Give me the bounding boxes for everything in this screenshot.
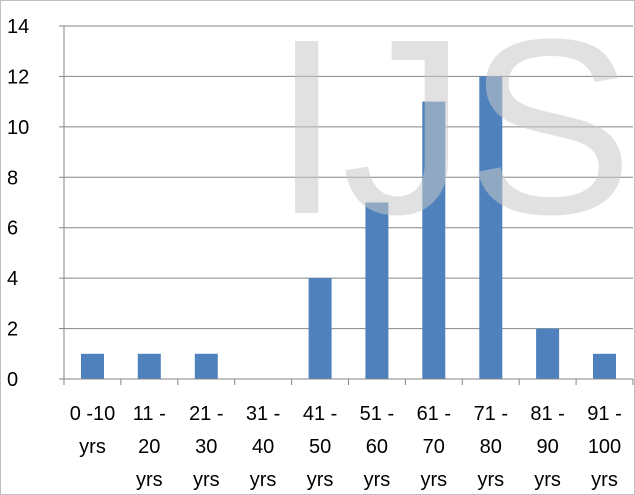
x-tick-label-line: yrs [307,469,334,491]
x-tick-label-line: 60 [366,436,388,458]
y-tick-label: 10 [7,117,29,139]
x-tick-label-line: 50 [309,436,331,458]
y-tick-label: 4 [7,268,18,290]
x-tick-label-line: 81 - [530,403,564,425]
x-tick-label-line: yrs [136,469,163,491]
x-tick-label-line: yrs [364,469,391,491]
axes [63,26,634,385]
bar [422,101,446,379]
x-tick-label: 21 - 30 yrs [189,403,223,491]
y-tick-label: 0 [7,369,18,391]
x-tick-label-line: 20 [138,436,160,458]
x-tick-label-line: 21 - [189,403,223,425]
y-tick-label: 14 [7,16,29,38]
x-tick-label-line: 0 -10 [70,403,116,425]
x-tick-label-line: yrs [534,469,561,491]
y-tick-label: 2 [7,319,18,341]
x-tick-label-line: 31 - [246,403,280,425]
x-tick-label: 51 - 60 yrs [360,403,394,491]
bar [365,202,389,379]
x-tick-label-line: yrs [591,469,618,491]
y-tick-labels: 0 2 4 6 8 10 12 14 [7,16,29,391]
x-tick-label-line: yrs [250,469,277,491]
x-tick-label: 71 - 80 yrs [474,403,508,491]
x-tick-label: 41 - 50 yrs [303,403,337,491]
x-tick-label-line: yrs [420,469,447,491]
bar [308,278,332,379]
bar [536,328,560,379]
x-tick-label-line: 80 [480,436,502,458]
bar [137,353,161,379]
x-tick-label-line: yrs [477,469,504,491]
x-tick-label-line: 61 - [417,403,451,425]
x-tick-label-line: 11 - [133,403,166,425]
x-tick-label-line: yrs [193,469,220,491]
x-tick-label-line: 91 - [587,403,621,425]
x-tick-label: 31 - 40 yrs [246,403,280,491]
y-tick-label: 6 [7,218,18,240]
x-tick-label: 0 -10 yrs [70,403,116,458]
x-tick-labels: 0 -10 yrs 11 - 20 yrs 21 - 30 yrs 31 - 40 yrs 41 - 5… [70,403,622,491]
y-tick-label: 8 [7,167,18,189]
bar [479,76,503,380]
bar [194,353,218,379]
x-tick-label: 61 - 70 yrs [417,403,451,491]
x-tick-label-line: 51 - [360,403,394,425]
x-tick-label-line: 70 [423,436,445,458]
y-tick-label: 12 [7,66,29,88]
x-tick-label: 91 - 100 yrs [587,403,621,491]
bar [81,353,104,379]
gridlines [59,25,633,380]
x-tick-label: 81 - 90 yrs [530,403,564,491]
x-tick-label-line: 30 [195,436,217,458]
x-tick-label: 11 - 20 yrs [133,403,166,491]
x-tick-label-line: 100 [588,436,621,458]
bar-series [81,76,616,380]
x-tick-label-line: 71 - [474,403,508,425]
x-tick-label-line: 40 [252,436,274,458]
x-tick-label-line: yrs [79,436,106,458]
bar [593,353,616,379]
x-tick-label-line: 41 - [303,403,337,425]
x-tick-label-line: 90 [536,436,558,458]
